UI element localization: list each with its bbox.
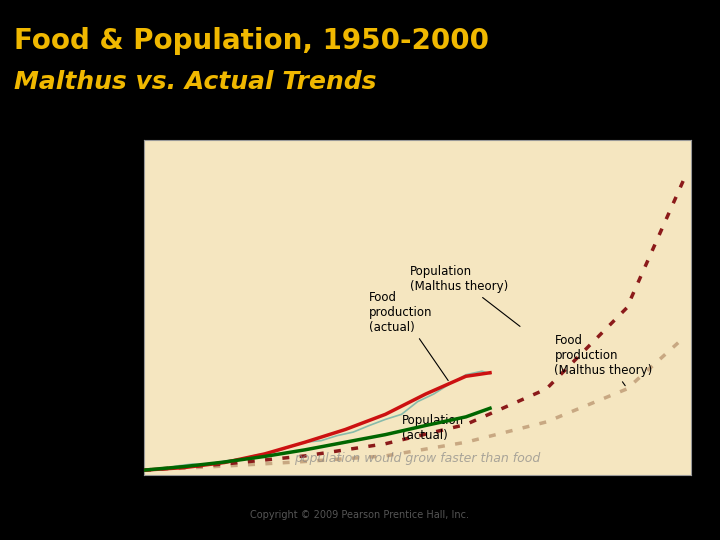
Text: Population
(actual): Population (actual)	[402, 409, 487, 442]
Text: Food
production
(Malthus theory): Food production (Malthus theory)	[554, 334, 652, 386]
Text: Malthus vs. Actual Trends: Malthus vs. Actual Trends	[14, 70, 377, 94]
Text: 1950 = 1: 1950 = 1	[150, 121, 208, 134]
Text: Food
production
(actual): Food production (actual)	[369, 291, 449, 381]
Text: population would grow faster than food: population would grow faster than food	[294, 452, 541, 465]
Text: Copyright © 2009 Pearson Prentice Hall, Inc.: Copyright © 2009 Pearson Prentice Hall, …	[251, 510, 469, 521]
Text: Population
(Malthus theory): Population (Malthus theory)	[410, 265, 520, 326]
Text: Food & Population, 1950-2000: Food & Population, 1950-2000	[14, 27, 490, 55]
X-axis label: Year: Year	[401, 503, 434, 518]
